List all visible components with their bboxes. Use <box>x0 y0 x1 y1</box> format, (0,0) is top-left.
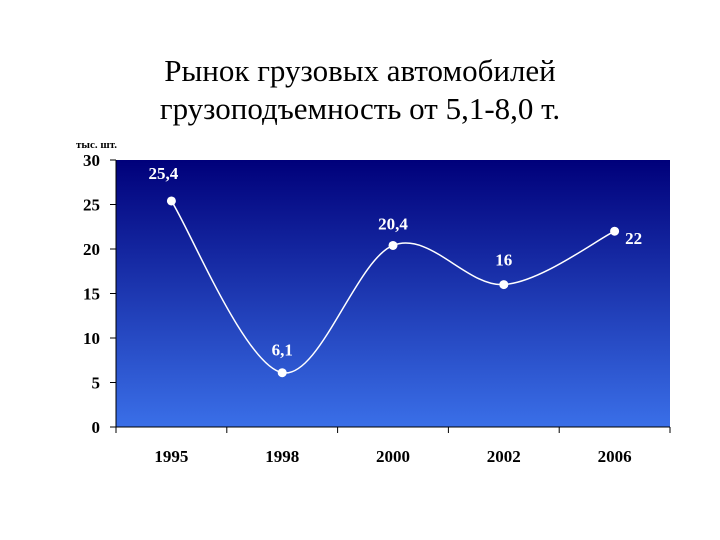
x-tick-label: 2002 <box>487 447 521 466</box>
x-tick-label: 1995 <box>154 447 188 466</box>
x-tick-label: 1998 <box>265 447 299 466</box>
data-label: 22 <box>625 229 642 248</box>
y-tick-label: 10 <box>83 329 100 348</box>
y-axis-unit-label: тыс. шт. <box>76 139 117 151</box>
data-point <box>277 368 287 378</box>
data-point <box>166 196 176 206</box>
data-point <box>499 280 509 290</box>
x-tick-label: 2000 <box>376 447 410 466</box>
data-point <box>388 240 398 250</box>
y-tick-label: 5 <box>92 374 101 393</box>
series-line <box>170 200 615 374</box>
data-label: 25,4 <box>149 164 179 183</box>
chart-title-line-1: Рынок грузовых автомобилей <box>164 53 556 88</box>
chart-title-line-2: грузоподъемность от 5,1-8,0 т. <box>159 91 561 126</box>
y-tick-label: 0 <box>92 418 101 437</box>
data-label: 20,4 <box>378 214 408 233</box>
y-tick-label: 30 <box>83 151 100 170</box>
x-tick-label: 2006 <box>598 447 632 466</box>
plot-area <box>116 160 670 427</box>
data-label: 6,1 <box>272 341 293 360</box>
y-tick-label: 25 <box>83 196 100 215</box>
data-label: 16 <box>495 251 512 270</box>
y-tick-label: 15 <box>83 285 100 304</box>
y-tick-label: 20 <box>83 240 100 259</box>
chart-title: Рынок грузовых автомобилей грузоподъемно… <box>0 52 720 128</box>
data-point <box>610 226 620 236</box>
